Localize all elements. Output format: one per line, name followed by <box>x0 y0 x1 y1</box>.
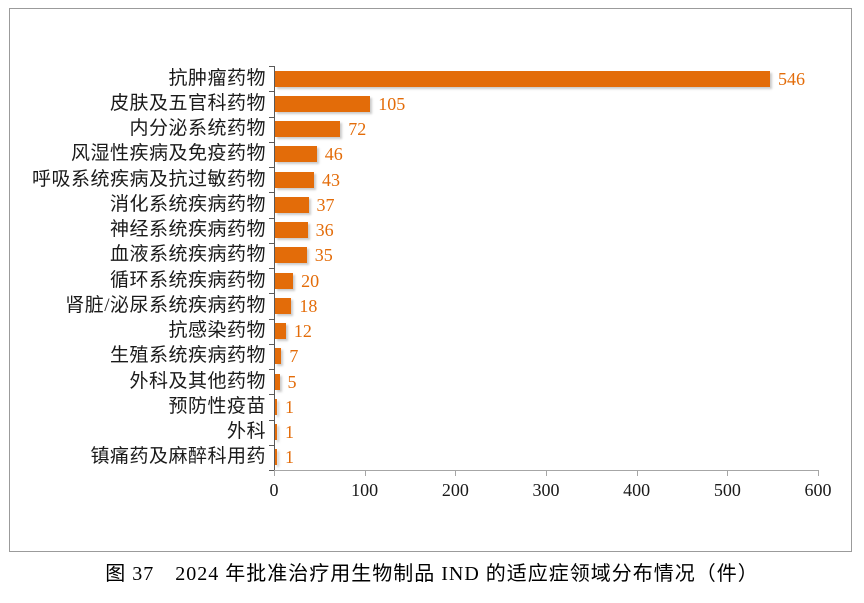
y-axis-tick <box>269 268 275 269</box>
value-label: 36 <box>315 220 334 241</box>
x-tick-label: 0 <box>269 480 279 500</box>
value-label: 20 <box>301 270 320 291</box>
value-label: 105 <box>378 93 406 114</box>
category-label: 外科 <box>226 421 266 443</box>
value-label: 7 <box>289 346 299 367</box>
bar <box>275 272 294 289</box>
y-axis-tick <box>269 293 275 295</box>
category-label: 生殖系统疾病药物 <box>109 345 266 367</box>
category-label: 肾脏/泌尿系统疾病药物 <box>65 294 266 316</box>
category-label: 神经系统疾病药物 <box>109 219 266 241</box>
y-axis-tick <box>269 167 275 168</box>
value-label: 5 <box>287 371 297 392</box>
x-tick-label: 600 <box>804 480 832 500</box>
y-axis-tick <box>269 66 275 67</box>
x-axis-tick <box>818 471 819 476</box>
figure-box: 抗肿瘤药物 546 皮肤及五官科药物 105 内分泌系统药物 72 风湿性疾病及免疫药物 46… <box>9 8 852 552</box>
bar <box>275 449 277 466</box>
y-axis-tick <box>269 116 275 118</box>
bar <box>275 146 317 163</box>
bar <box>275 348 282 365</box>
value-label: 1 <box>285 422 294 443</box>
value-label: 43 <box>321 169 340 190</box>
value-label: 546 <box>778 68 806 89</box>
category-label: 循环系统疾病药物 <box>109 269 266 291</box>
bar <box>275 297 292 314</box>
bar <box>275 70 771 87</box>
bar <box>275 171 314 188</box>
bar <box>275 222 308 239</box>
value-label: 12 <box>293 321 312 342</box>
y-axis-tick <box>269 91 275 93</box>
x-axis <box>274 470 819 471</box>
y-axis-tick <box>269 318 275 320</box>
category-label: 镇痛药及麻醉科用药 <box>90 446 266 468</box>
bar <box>275 373 280 390</box>
x-tick-label: 500 <box>713 480 741 500</box>
figure-caption: 图 37 2024 年批准治疗用生物制品 IND 的适应症领域分布情况（件） <box>105 563 759 585</box>
y-axis-tick <box>269 217 275 219</box>
x-axis-tick <box>364 471 366 476</box>
y-axis-tick <box>269 470 275 471</box>
x-tick-label: 200 <box>441 480 469 500</box>
category-label: 抗肿瘤药物 <box>168 67 266 89</box>
x-tick-label: 300 <box>532 480 560 500</box>
value-label: 72 <box>348 119 367 140</box>
y-axis-tick <box>269 192 275 194</box>
x-axis-tick <box>274 471 275 476</box>
y-axis-tick <box>269 369 275 370</box>
value-label: 46 <box>324 144 343 165</box>
y-axis-tick <box>269 343 275 345</box>
x-tick-label: 400 <box>623 480 651 500</box>
bar <box>275 196 309 213</box>
category-label: 外科及其他药物 <box>129 370 266 392</box>
bar <box>275 424 277 441</box>
bar <box>275 323 286 340</box>
x-axis-tick <box>546 471 547 476</box>
y-axis-tick <box>269 419 275 421</box>
x-axis-tick <box>455 471 457 476</box>
value-label: 1 <box>285 447 294 468</box>
value-label: 35 <box>314 245 333 266</box>
category-label: 抗感染药物 <box>168 320 266 342</box>
x-axis-tick <box>636 471 638 476</box>
y-axis-tick <box>269 141 275 143</box>
category-label: 预防性疫苗 <box>168 395 266 417</box>
y-axis-tick <box>269 394 275 396</box>
category-label: 内分泌系统药物 <box>129 118 266 140</box>
bar <box>275 121 341 138</box>
category-label: 消化系统疾病药物 <box>109 193 266 215</box>
y-axis-tick <box>269 444 275 446</box>
category-label: 呼吸系统疾病及抗过敏药物 <box>31 168 266 190</box>
bar <box>275 247 307 264</box>
bar <box>275 398 277 415</box>
y-axis-tick <box>269 242 275 244</box>
value-label: 1 <box>285 396 294 417</box>
x-axis-tick <box>727 471 729 476</box>
value-label: 37 <box>316 194 335 215</box>
bar <box>275 95 371 112</box>
category-label: 皮肤及五官科药物 <box>109 92 266 114</box>
category-label: 风湿性疾病及免疫药物 <box>70 143 266 165</box>
x-tick-label: 100 <box>351 480 379 500</box>
value-label: 18 <box>299 295 318 316</box>
category-label: 血液系统疾病药物 <box>109 244 266 266</box>
